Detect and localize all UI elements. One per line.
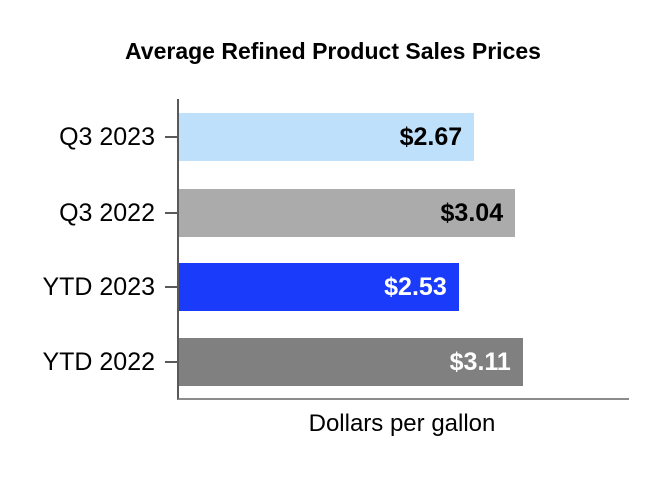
tick-mark: [165, 212, 177, 214]
category-label-q3-2023: Q3 2023: [59, 123, 155, 151]
bar-value-label: $2.53: [384, 273, 447, 301]
chart-title: Average Refined Product Sales Prices: [125, 38, 541, 64]
bar-q3-2023: $2.67: [179, 113, 475, 161]
tick-mark: [165, 286, 177, 288]
bar-ytd-2022: $3.11: [179, 338, 523, 386]
bar-value-label: $3.04: [440, 199, 504, 227]
category-label-ytd-2023: YTD 2023: [42, 273, 155, 301]
category-label-ytd-2022: YTD 2022: [42, 348, 155, 376]
bar-q3-2022: $3.04: [179, 189, 516, 237]
plot-area: $2.67 $3.04 $2.53 $3.11: [165, 99, 629, 400]
bar-ytd-2023: $2.53: [179, 263, 459, 311]
bar-value-label: $3.11: [449, 348, 511, 376]
category-label-q3-2022: Q3 2022: [59, 199, 155, 227]
tick-mark: [165, 361, 177, 363]
x-axis-title: Dollars per gallon: [308, 410, 496, 437]
bar-value-label: $2.67: [399, 123, 463, 151]
tick-mark: [165, 136, 177, 138]
